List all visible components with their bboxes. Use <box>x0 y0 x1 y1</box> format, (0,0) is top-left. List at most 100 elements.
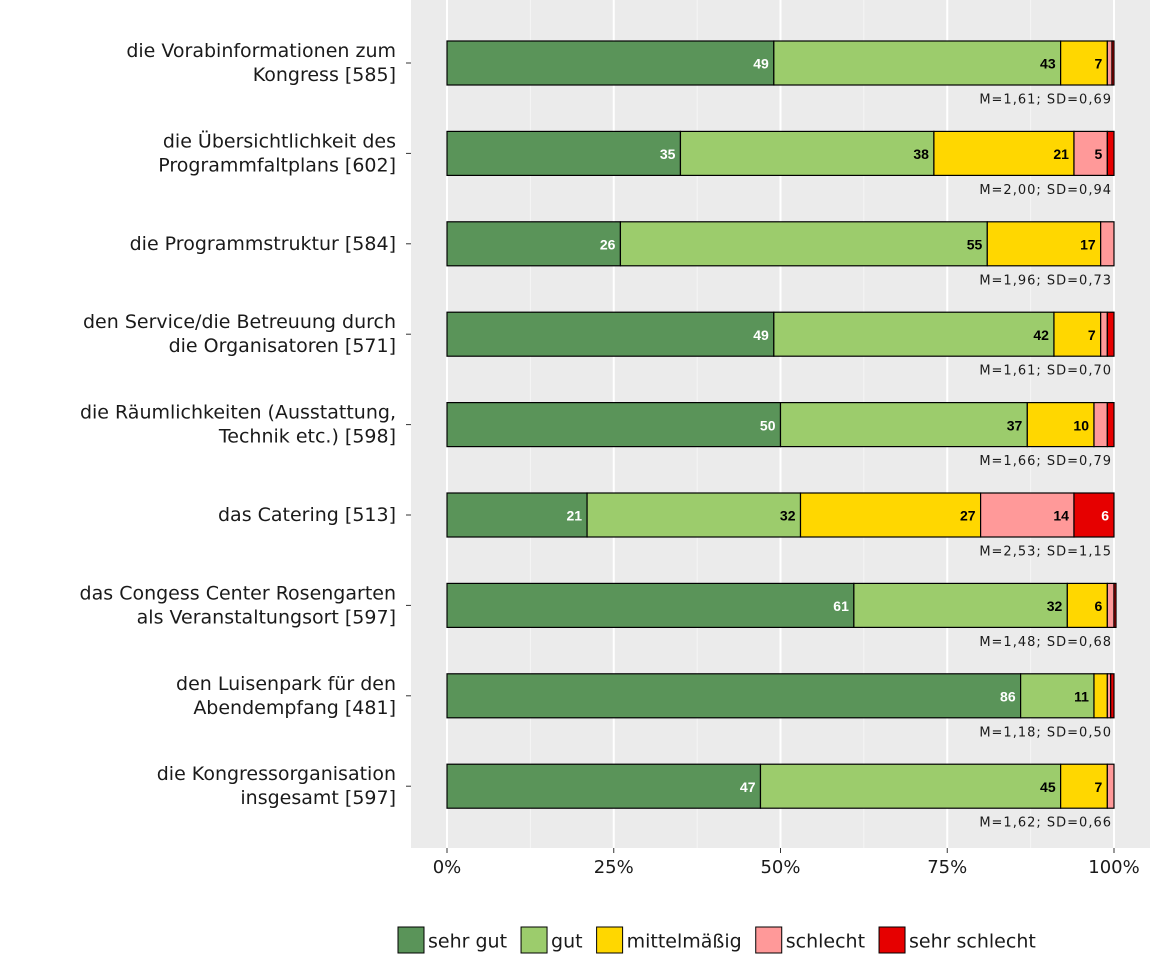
legend-label: mittelmäßig <box>627 931 742 953</box>
category-label: die Übersichtlichkeit des Programmfaltpla… <box>158 129 396 176</box>
annotation: M=1,62; SD=0,66 <box>979 816 1112 831</box>
bar-segment <box>446 40 775 86</box>
annotation: M=1,18; SD=0,50 <box>979 725 1112 740</box>
bar-segment <box>446 492 588 538</box>
value-label: 10 <box>1073 417 1089 433</box>
value-label: 61 <box>833 598 849 614</box>
annotation: M=2,53; SD=1,15 <box>979 545 1112 560</box>
bar-segment <box>1093 402 1108 448</box>
value-label: 11 <box>1074 689 1089 705</box>
x-tick-label: 100% <box>1088 857 1139 878</box>
bar-segment <box>1106 130 1115 176</box>
x-tick-label: 25% <box>594 857 634 878</box>
legend-label: sehr gut <box>428 931 507 953</box>
bar-segment <box>1106 311 1115 357</box>
x-tick-label: 75% <box>927 857 967 878</box>
category-label: die Kongressorganisation insgesamt [597] <box>157 763 396 809</box>
category-label: die Räumlichkeiten (Ausstattung, Technik … <box>80 401 396 447</box>
category-label: das Catering [513] <box>218 504 396 526</box>
bar-segment <box>1106 763 1115 809</box>
legend-swatch <box>397 926 425 954</box>
value-label: 7 <box>1095 56 1103 72</box>
value-label: 32 <box>1047 598 1063 614</box>
annotation: M=1,61; SD=0,70 <box>979 364 1112 379</box>
value-label: 50 <box>760 417 776 433</box>
value-label: 49 <box>753 327 769 343</box>
legend-label: gut <box>551 931 583 953</box>
bar-segment <box>586 492 802 538</box>
bar-segment <box>1026 402 1095 448</box>
bar-segment <box>1053 311 1102 357</box>
legend-label: sehr schlecht <box>909 931 1036 953</box>
bar-segment <box>446 221 622 267</box>
value-label: 43 <box>1040 56 1056 72</box>
x-tick-label: 50% <box>760 857 800 878</box>
legend-swatch <box>596 926 624 954</box>
bar-segment <box>1113 582 1117 629</box>
annotation: M=2,00; SD=0,94 <box>979 183 1112 198</box>
annotation: M=1,48; SD=0,68 <box>979 635 1112 650</box>
value-label: 47 <box>740 779 756 795</box>
category-label: den Service/die Betreuung durch die Organ… <box>83 311 396 357</box>
category-label: das Congess Center Rosengarten als Verans… <box>80 582 396 628</box>
annotation: M=1,61; SD=0,69 <box>979 93 1112 108</box>
bar-segment <box>979 492 1075 538</box>
legend-label: schlecht <box>786 931 865 953</box>
bar-segment <box>679 130 935 176</box>
value-label: 7 <box>1088 327 1096 343</box>
value-label: 37 <box>1007 417 1023 433</box>
bar-segment <box>1060 763 1108 809</box>
value-label: 35 <box>660 146 676 162</box>
bar-segment <box>446 673 1022 719</box>
bar-segment <box>799 492 982 538</box>
bar-segment <box>1111 40 1115 86</box>
value-label: 14 <box>1053 508 1069 524</box>
bar-segment <box>446 582 855 629</box>
bar-segment <box>446 402 782 448</box>
value-label: 6 <box>1101 508 1109 524</box>
value-label: 86 <box>1000 689 1016 705</box>
bar-segment <box>1066 582 1108 629</box>
value-label: 21 <box>566 508 582 524</box>
value-label: 45 <box>1040 779 1056 795</box>
value-label: 21 <box>1053 146 1069 162</box>
x-tick-label: 0% <box>433 857 462 878</box>
bar-segment <box>773 311 1055 357</box>
bar-segment <box>1073 130 1108 176</box>
bar-segment <box>1020 673 1095 719</box>
value-label: 49 <box>753 56 769 72</box>
bar-segment <box>446 130 682 176</box>
bar-segment <box>759 763 1062 809</box>
legend-swatch <box>878 926 906 954</box>
value-label: 38 <box>913 146 929 162</box>
value-label: 7 <box>1095 779 1103 795</box>
bar-segment <box>1110 673 1115 719</box>
bar-segment <box>1073 492 1115 538</box>
bar-segment <box>446 763 762 809</box>
value-label: 17 <box>1080 237 1096 253</box>
bar-segment <box>619 221 988 267</box>
bar-segment <box>779 402 1028 448</box>
category-label: die Programmstruktur [584] <box>130 232 396 254</box>
bar-segment <box>1093 673 1108 719</box>
bar-segment <box>1106 582 1115 629</box>
legend-swatch <box>520 926 548 954</box>
value-label: 26 <box>600 237 616 253</box>
bar-segment <box>1100 311 1108 357</box>
value-label: 6 <box>1095 598 1103 614</box>
annotation: M=1,96; SD=0,73 <box>979 273 1112 288</box>
value-label: 5 <box>1095 146 1103 162</box>
bar-segment <box>1106 402 1115 448</box>
value-label: 55 <box>967 237 983 253</box>
annotation: M=1,66; SD=0,79 <box>979 454 1112 469</box>
bar-segment <box>1106 40 1113 86</box>
bar-segment <box>773 40 1062 86</box>
value-label: 27 <box>960 508 976 524</box>
bar-segment <box>933 130 1075 176</box>
bar-segment <box>446 311 775 357</box>
category-label: die Vorabinformationen zum Kongress [585] <box>126 40 396 86</box>
bar-segment <box>1100 221 1115 267</box>
value-label: 32 <box>780 508 796 524</box>
category-label: den Luisenpark für den Abendempfang [481] <box>176 672 396 718</box>
